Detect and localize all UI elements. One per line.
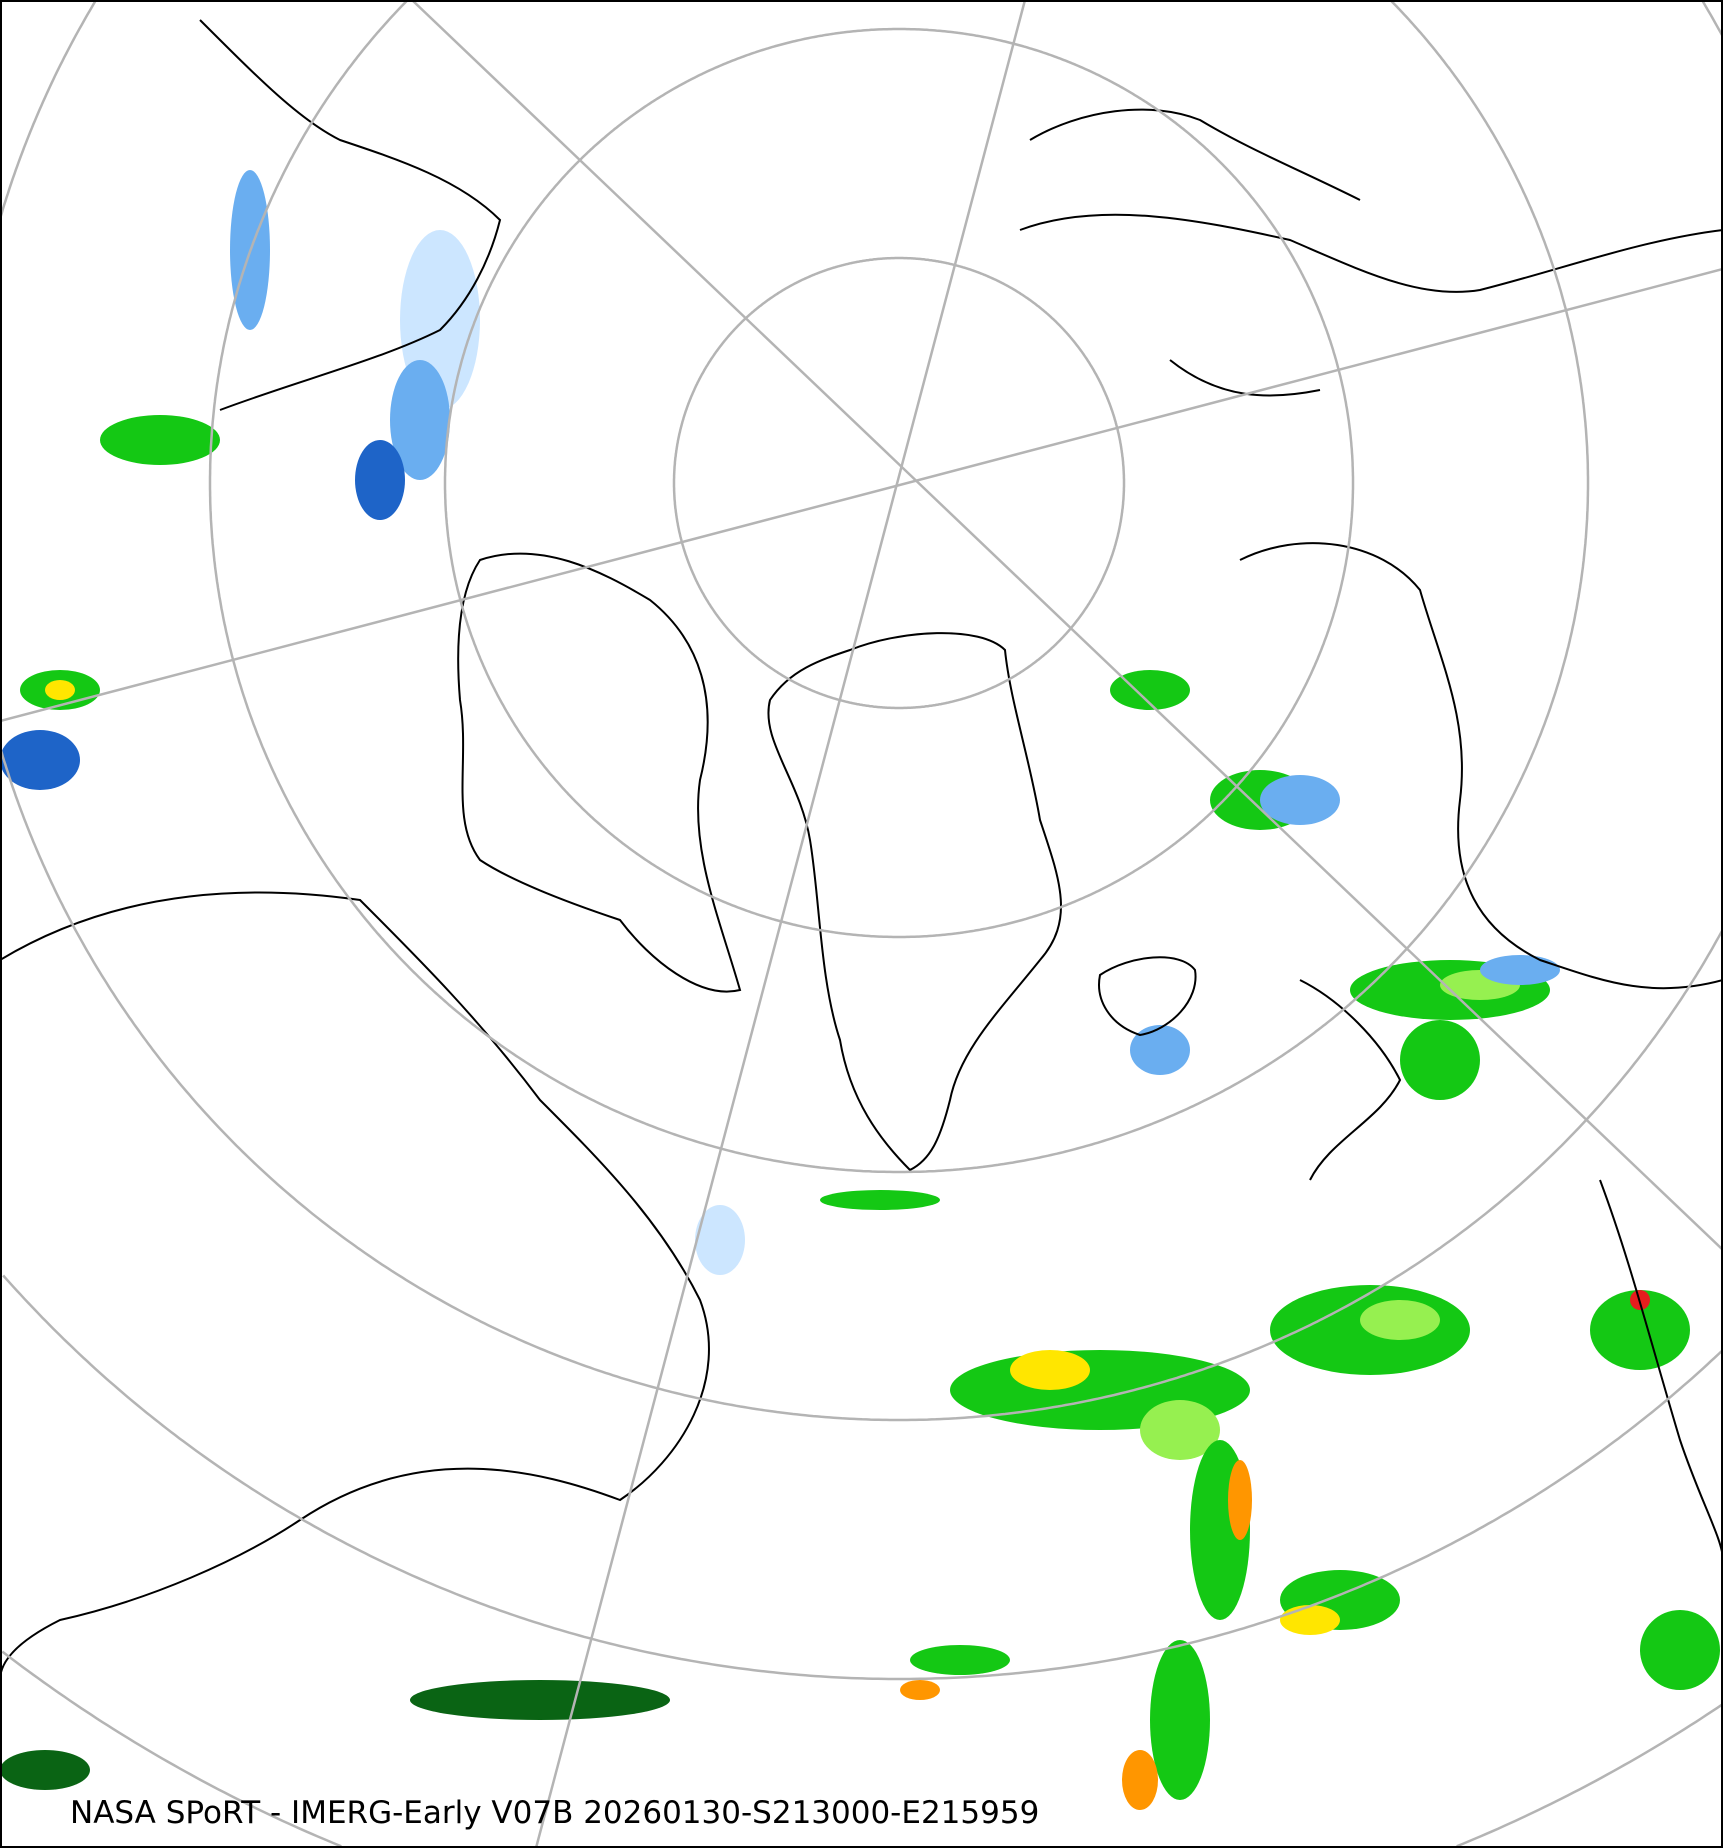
precip-area	[1130, 1025, 1190, 1075]
precip-area	[1260, 775, 1340, 825]
precip-area	[1122, 1750, 1158, 1810]
precip-area	[410, 1680, 670, 1720]
precip-area	[1480, 955, 1560, 985]
precip-area	[0, 1750, 90, 1790]
greenland-outline	[767, 632, 1062, 1172]
latitude-circle	[1, 1650, 1723, 1848]
precip-area	[1360, 1300, 1440, 1340]
siberia-outline	[1029, 108, 1361, 397]
precip-area	[1110, 670, 1190, 710]
latitude-circle	[208, 0, 1590, 1174]
precip-area	[1140, 1400, 1220, 1460]
precip-area	[1280, 1605, 1340, 1635]
precip-area	[100, 415, 220, 465]
meridian-line	[534, 0, 1027, 1848]
precip-area	[900, 1680, 940, 1700]
eurasia-outline	[1019, 213, 1723, 1561]
precip-area	[695, 1205, 745, 1275]
meridian-line	[0, 267, 1723, 723]
precip-area	[1400, 1020, 1480, 1100]
precip-area	[390, 360, 450, 480]
alaska-outline	[199, 19, 502, 411]
north-america-outline	[0, 891, 710, 1681]
latitude-circle	[672, 256, 1126, 710]
precip-area	[1590, 1290, 1690, 1370]
latitude-circle	[2, 1274, 1723, 1681]
map-caption: NASA SPoRT - IMERG-Early V07B 20260130-S…	[70, 1795, 1040, 1831]
precip-area	[820, 1190, 940, 1210]
iceland-outline	[1098, 956, 1197, 1037]
latitude-circle	[443, 27, 1355, 939]
precip-area	[1228, 1460, 1252, 1540]
coastlines-layer	[0, 19, 1723, 1681]
precip-area	[355, 440, 405, 520]
precip-area	[1010, 1350, 1090, 1390]
precipitation-layer	[0, 170, 1720, 1810]
latitude-circle	[0, 0, 1723, 1422]
meridian-line	[411, 0, 1723, 1251]
precip-area	[0, 730, 80, 790]
canadian-archipelago-outline	[457, 552, 742, 993]
precip-area	[1150, 1640, 1210, 1800]
precip-area	[910, 1645, 1010, 1675]
precip-area	[1640, 1610, 1720, 1690]
precip-area	[45, 680, 75, 700]
